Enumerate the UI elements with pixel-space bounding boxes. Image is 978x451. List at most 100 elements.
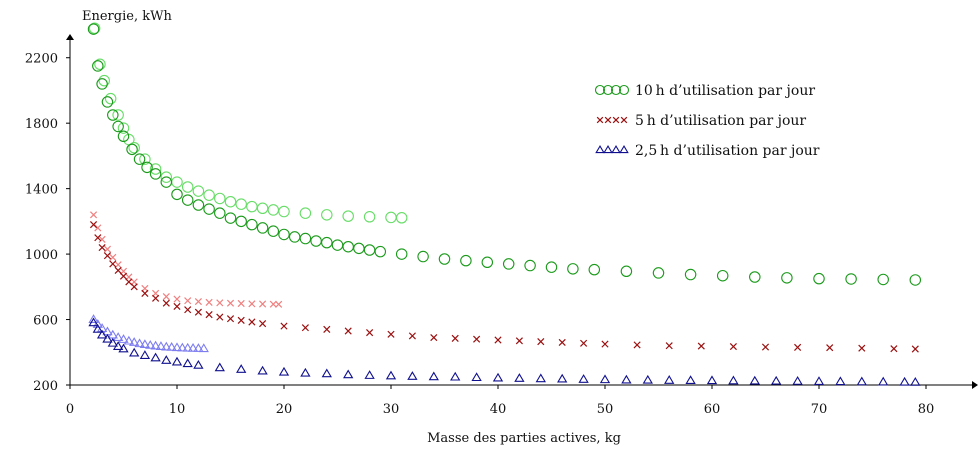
data-point	[835, 376, 846, 386]
data-point-light	[171, 176, 183, 188]
data-point	[417, 250, 429, 263]
data-point	[557, 373, 568, 383]
legend-marker	[620, 116, 628, 124]
data-point	[545, 261, 558, 273]
data-point	[152, 294, 160, 302]
data-point	[89, 221, 98, 229]
x-axis-arrow-icon	[972, 381, 978, 389]
y-tick-label: 600	[33, 314, 58, 329]
data-point	[92, 60, 104, 72]
data-point-light	[139, 153, 151, 165]
data-point	[716, 269, 729, 282]
data-point	[494, 336, 502, 344]
data-point	[344, 327, 352, 335]
data-point	[162, 299, 170, 307]
data-point-light	[118, 334, 129, 343]
data-point	[181, 194, 194, 206]
y-tick-label: 1400	[25, 183, 58, 198]
y-tick-label: 1000	[25, 248, 58, 263]
data-point	[248, 318, 256, 326]
data-point-light	[385, 211, 397, 224]
data-point-light	[235, 198, 247, 210]
data-point	[621, 374, 632, 384]
legend-marker	[611, 145, 621, 154]
data-point	[578, 374, 589, 383]
data-point	[685, 375, 696, 384]
data-point	[107, 109, 119, 121]
series-2	[89, 211, 919, 353]
data-point-light	[226, 299, 235, 307]
data-point	[214, 362, 225, 372]
legend-marker	[595, 145, 605, 154]
data-point-light	[278, 205, 290, 218]
data-point	[826, 344, 834, 352]
data-point	[301, 324, 309, 332]
data-point	[407, 371, 418, 380]
data-point	[96, 78, 108, 90]
data-point	[267, 225, 280, 237]
data-point	[395, 248, 408, 260]
data-point-light	[94, 224, 102, 232]
x-tick-label: 20	[276, 402, 293, 417]
data-point	[112, 120, 124, 133]
data-point-light	[203, 189, 215, 201]
data-point-light	[149, 163, 162, 175]
y-axis-title: Energie, kWh	[82, 9, 172, 24]
legend-item-3: 2,5 h d’utilisation par jour	[595, 143, 820, 159]
data-point	[257, 365, 268, 375]
x-tick-label: 30	[383, 402, 400, 417]
data-point-light	[98, 74, 110, 87]
data-point-light	[171, 342, 183, 352]
legend-swatch	[594, 84, 630, 96]
data-point-light	[134, 338, 145, 348]
data-point-light	[224, 195, 237, 208]
data-point	[112, 341, 124, 350]
data-point-light	[123, 335, 135, 345]
legend-marker	[610, 84, 622, 96]
data-point-light	[342, 210, 354, 222]
x-tick-label: 10	[169, 402, 186, 417]
data-point	[323, 325, 331, 333]
data-point	[451, 334, 459, 342]
data-point	[133, 153, 146, 165]
data-point-light	[98, 235, 106, 243]
data-point	[599, 374, 611, 384]
y-tick-label: 2200	[25, 52, 58, 67]
data-point-light	[145, 340, 156, 349]
data-point	[171, 356, 183, 366]
data-point-light	[256, 202, 269, 215]
data-point	[858, 344, 866, 352]
data-point	[139, 350, 151, 359]
data-point	[567, 263, 579, 275]
data-point-light	[259, 300, 267, 308]
data-point-light	[166, 341, 177, 351]
data-point-light	[192, 185, 205, 197]
data-point	[342, 240, 354, 253]
x-tick-label: 70	[811, 402, 828, 417]
data-point	[103, 252, 112, 260]
data-point	[813, 272, 825, 285]
data-point-light	[248, 300, 256, 308]
x-ticks: 0 10 20 30 40 50 60 70 80	[66, 385, 934, 417]
x-axis-title: Masse des parties actives, kg	[427, 431, 621, 446]
x-tick-label: 60	[704, 402, 721, 417]
data-point	[471, 372, 482, 382]
axes	[66, 34, 978, 389]
data-point	[697, 342, 705, 350]
data-point	[652, 267, 665, 279]
data-point	[343, 369, 354, 379]
x-tick-label: 40	[490, 402, 507, 417]
data-point-light	[88, 314, 99, 323]
data-point-light	[237, 299, 245, 308]
data-point-light	[162, 293, 170, 301]
y-tick-label: 200	[33, 379, 58, 394]
legend-marker	[596, 116, 604, 124]
data-point	[171, 188, 183, 201]
data-point	[428, 371, 439, 381]
data-point-light	[299, 207, 312, 219]
data-point	[492, 372, 504, 382]
data-point	[502, 258, 515, 270]
data-point	[236, 364, 247, 373]
data-point	[246, 218, 258, 231]
